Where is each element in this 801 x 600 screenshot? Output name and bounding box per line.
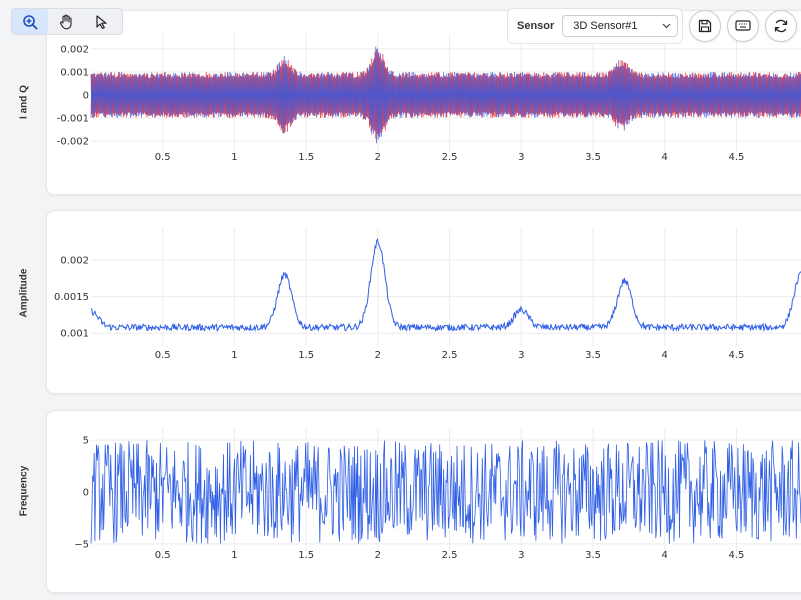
frequency-y-tick-label: 0 — [83, 488, 89, 499]
sensor-label: Sensor — [517, 20, 555, 32]
zoom-tool-button[interactable] — [12, 9, 48, 34]
iq-series-line — [90, 49, 801, 139]
amplitude-series-line — [90, 237, 801, 333]
zoom-in-icon — [23, 14, 38, 29]
frequency-x-tick-label: 2.5 — [442, 550, 458, 561]
iq-series-line — [90, 46, 801, 144]
amplitude-chart: 0.5 1 1.5 2 2.5 3 3.5 4 4.5 0.002 0.0015 0.001 — [54, 228, 801, 361]
frequency-series-line — [90, 440, 801, 544]
save-button[interactable] — [689, 10, 721, 42]
frequency-x-tick-label: 1.5 — [298, 550, 314, 561]
frequency-x-tick-label: 3.5 — [585, 550, 601, 561]
iq-x-tick-label: 1.5 — [298, 152, 314, 163]
iq-y-tick-label: -0.001 — [57, 114, 89, 125]
amplitude-y-tick-label: 0.001 — [60, 329, 89, 340]
save-icon — [698, 19, 712, 33]
iq-x-tick-label: 2 — [375, 152, 381, 163]
iq-x-tick-label: 2.5 — [442, 152, 458, 163]
pan-tool-button[interactable] — [48, 9, 84, 34]
refresh-icon — [774, 19, 788, 33]
iq-x-tick-label: 4.5 — [729, 152, 745, 163]
amplitude-x-tick-label: 1.5 — [298, 350, 314, 361]
iq-x-tick-label: 0.5 — [155, 152, 171, 163]
iq-y-tick-label: -0.002 — [57, 137, 89, 148]
iq-y-tick-label: 0.001 — [60, 67, 89, 78]
hand-icon — [60, 14, 72, 29]
amplitude-x-tick-label: 0.5 — [155, 350, 171, 361]
sensor-selector-panel: Sensor 3D Sensor#1 — [507, 8, 683, 44]
sensor-select[interactable]: 3D Sensor#1 — [562, 15, 679, 37]
iq-x-tick-label: 1 — [231, 152, 237, 163]
amplitude-x-tick-label: 3.5 — [585, 350, 601, 361]
amplitude-x-tick-label: 1 — [231, 350, 237, 361]
chevron-down-icon — [662, 23, 671, 29]
amplitude-x-tick-label: 3 — [518, 350, 524, 361]
plot-toolbar — [11, 8, 123, 35]
frequency-x-tick-label: 0.5 — [155, 550, 171, 561]
frequency-y-tick-label: −5 — [74, 539, 89, 550]
iq-x-tick-label: 3.5 — [585, 152, 601, 163]
amplitude-x-tick-label: 2.5 — [442, 350, 458, 361]
refresh-button[interactable] — [765, 10, 797, 42]
amplitude-x-tick-label: 4.5 — [729, 350, 745, 361]
select-tool-button[interactable] — [84, 9, 120, 34]
amplitude-y-tick-label: 0.0015 — [54, 292, 89, 303]
frequency-x-tick-label: 4.5 — [729, 550, 745, 561]
frequency-chart: 0.5 1 1.5 2 2.5 3 3.5 4 4.5 5 0 −5 — [74, 428, 801, 561]
sensor-select-value: 3D Sensor#1 — [573, 20, 638, 32]
pointer-icon — [96, 14, 107, 29]
keyboard-icon — [735, 20, 751, 31]
iq-y-tick-label: 0.002 — [60, 44, 89, 55]
iq-x-tick-label: 4 — [662, 152, 668, 163]
amplitude-chart-card — [46, 210, 801, 394]
keyboard-button[interactable] — [727, 10, 759, 42]
amplitude-y-tick-label: 0.002 — [60, 256, 89, 267]
frequency-x-tick-label: 4 — [662, 550, 668, 561]
frequency-x-tick-label: 3 — [518, 550, 524, 561]
iq-y-tick-label: 0 — [83, 91, 89, 102]
frequency-y-tick-label: 5 — [83, 436, 89, 447]
frequency-x-tick-label: 2 — [375, 550, 381, 561]
frequency-x-tick-label: 1 — [231, 550, 237, 561]
iq-x-tick-label: 3 — [518, 152, 524, 163]
amplitude-x-tick-label: 2 — [375, 350, 381, 361]
iq-chart: 0.5 1 1.5 2 2.5 3 3.5 4 4.5 0.002 0.001 0 -0.001 -0.0… — [57, 34, 801, 163]
amplitude-x-tick-label: 4 — [662, 350, 668, 361]
